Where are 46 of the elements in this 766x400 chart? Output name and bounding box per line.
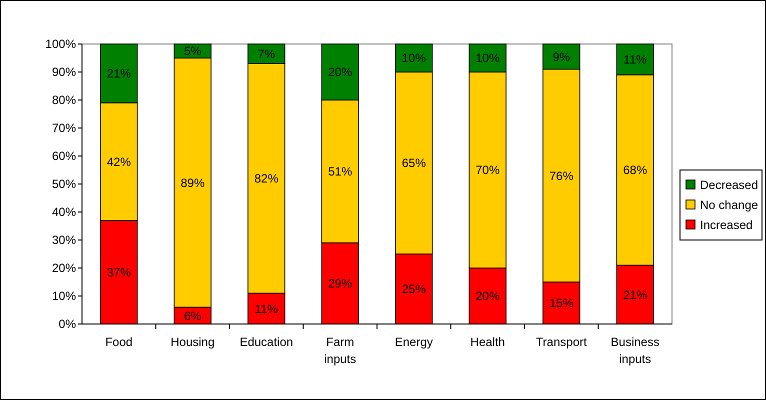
data-label: 29% [328, 276, 352, 291]
data-label: 5% [184, 44, 202, 58]
data-label: 65% [402, 156, 426, 170]
x-tick-label: Transport [536, 335, 588, 349]
data-label: 25% [402, 282, 426, 296]
data-label: 20% [476, 289, 500, 304]
x-tick-label: Energy [394, 335, 433, 349]
data-label: 68% [623, 163, 648, 178]
data-label: 9% [552, 50, 570, 64]
data-label: 37% [106, 265, 132, 280]
data-label: 82% [254, 172, 279, 186]
x-tick-label: Housing [170, 335, 215, 349]
y-tick-label: 80% [52, 93, 76, 108]
y-tick-label: 60% [52, 149, 76, 164]
y-tick-label: 70% [52, 121, 76, 136]
data-label: 89% [180, 176, 205, 190]
data-label: 15% [549, 296, 574, 310]
y-tick-label: 20% [52, 261, 76, 276]
y-tick-label: 0% [58, 317, 76, 332]
data-label: 10% [476, 51, 500, 66]
data-label: 76% [549, 168, 574, 183]
data-label: 42% [106, 154, 132, 169]
x-tick-label: Food [105, 335, 133, 349]
data-label: 70% [476, 163, 500, 178]
x-tick-label: Farm inputs [324, 335, 356, 366]
data-label: 21% [106, 66, 132, 81]
data-label: 7% [258, 47, 276, 61]
data-label: 6% [184, 308, 202, 323]
data-label: 11% [624, 52, 648, 67]
y-tick-label: 50% [52, 177, 76, 192]
data-label: 11% [254, 302, 278, 316]
y-tick-label: 100% [45, 37, 76, 52]
y-tick-label: 40% [52, 205, 76, 220]
legend-label: No change [700, 198, 758, 212]
legend-label: Increased [700, 218, 753, 232]
y-tick-label: 10% [52, 289, 76, 304]
y-tick-label: 90% [52, 65, 76, 80]
data-label: 51% [328, 164, 352, 179]
data-label: 21% [623, 288, 648, 302]
data-label: 10% [402, 51, 426, 66]
x-tick-label: Business inputs [610, 335, 660, 366]
data-label: 20% [328, 65, 352, 80]
x-tick-label: Education [240, 335, 294, 349]
y-tick-label: 30% [52, 233, 76, 248]
x-tick-label: Health [470, 335, 505, 349]
legend-label: Decreased [700, 178, 758, 192]
